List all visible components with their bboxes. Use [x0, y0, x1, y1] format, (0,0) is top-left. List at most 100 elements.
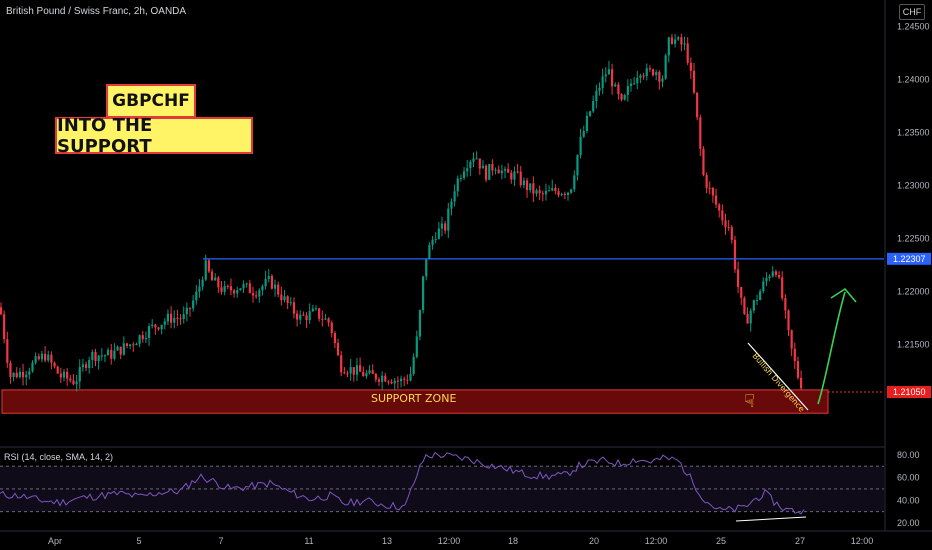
candle-body: [129, 344, 132, 347]
candle-body: [784, 298, 787, 311]
candle-body: [242, 284, 245, 289]
candle-body: [365, 373, 368, 377]
candle-body: [648, 68, 651, 70]
candle-body: [182, 314, 185, 319]
candle-layer: [0, 33, 803, 392]
candle-body: [494, 169, 497, 171]
time-tick-label: 27: [795, 536, 805, 546]
rsi-tick-label: 80.00: [897, 450, 920, 460]
candle-body: [377, 379, 381, 382]
price-tick-label: 1.24000: [897, 74, 930, 84]
candle-body: [251, 293, 255, 296]
price-tag-label: 1.22307: [893, 254, 926, 264]
candle-body: [75, 381, 78, 385]
candle-body: [485, 165, 488, 180]
candle-body: [135, 343, 138, 346]
candle-body: [418, 310, 422, 337]
candle-body: [642, 75, 645, 77]
candle-body: [138, 335, 141, 344]
candle-body: [683, 43, 686, 45]
candle-body: [302, 314, 305, 316]
candle-body: [434, 238, 437, 240]
candle-body: [601, 76, 604, 88]
candle-body: [66, 371, 69, 379]
candle-body: [576, 155, 579, 176]
candle-body: [592, 101, 595, 112]
candle-body: [519, 171, 522, 186]
candle-body: [598, 87, 601, 91]
support-zone-label: SUPPORT ZONE: [371, 392, 457, 405]
candle-body: [362, 371, 365, 377]
candle-body: [236, 290, 239, 294]
candle-body: [557, 191, 560, 196]
candle-body: [157, 327, 160, 330]
candle-body: [374, 373, 377, 380]
candle-body: [327, 318, 330, 323]
title-box-subtitle: INTO THE SUPPORT: [55, 115, 253, 157]
candle-body: [305, 315, 308, 321]
candle-body: [488, 163, 491, 180]
time-axis-layer: Apr 5 7 11 13 12:00 18 20 12:00 25 27 12:00: [0, 530, 932, 546]
candle-body: [611, 69, 614, 87]
candle-body: [491, 163, 494, 171]
candle-body: [566, 192, 570, 195]
candle-body: [582, 131, 585, 137]
candle-body: [318, 308, 321, 319]
candle-body: [97, 355, 100, 362]
candle-body: [664, 55, 667, 79]
candle-body: [705, 174, 708, 188]
candle-body: [743, 297, 746, 314]
candle-body: [113, 350, 116, 359]
candle-body: [535, 190, 538, 194]
candle-body: [147, 326, 151, 338]
candle-body: [790, 330, 793, 349]
candle-body: [245, 283, 248, 285]
candle-body: [525, 180, 529, 191]
price-tag-bg: [887, 252, 931, 265]
price-tick-label: 1.23000: [897, 180, 930, 190]
symbol-title: British Pound / Swiss Franc, 2h, OANDA: [6, 6, 187, 17]
rsi-band: [0, 466, 884, 512]
candle-body: [721, 210, 724, 221]
candle-body: [585, 115, 588, 132]
candle-body: [223, 285, 226, 292]
candle-body: [497, 169, 500, 174]
candle-body: [399, 378, 403, 382]
candle-body: [661, 78, 664, 82]
candle-body: [201, 279, 204, 287]
candle-body: [425, 259, 428, 277]
candle-body: [617, 84, 620, 95]
candle-body: [551, 188, 554, 191]
candle-body: [444, 223, 447, 231]
support-zone-layer: [1, 389, 884, 414]
candle-body: [475, 158, 478, 160]
candle-body: [765, 278, 768, 282]
candle-body: [774, 271, 777, 275]
candle-body: [516, 171, 519, 173]
candle-body: [72, 380, 75, 385]
candle-body: [403, 378, 406, 380]
candle-body: [428, 245, 431, 260]
candle-body: [579, 136, 582, 156]
rsi-line: [0, 451, 805, 515]
candle-body: [714, 195, 718, 205]
candle-body: [730, 227, 733, 240]
candle-body: [53, 362, 56, 367]
candle-body: [270, 275, 273, 289]
candle-body: [573, 175, 576, 190]
candle-body: [507, 169, 510, 173]
candle-body: [264, 278, 267, 287]
candle-body: [163, 321, 166, 325]
rsi-tick-label: 60.00: [897, 473, 920, 483]
candle-body: [607, 69, 611, 75]
candle-body: [768, 276, 771, 279]
candle-body: [122, 343, 125, 355]
candle-body: [727, 226, 730, 228]
currency-badge[interactable]: CHF: [899, 4, 925, 20]
candle-body: [749, 310, 752, 324]
candle-body: [412, 356, 415, 374]
rsi-label: RSI (14, close, SMA, 14, 2): [4, 452, 114, 462]
candle-body: [544, 190, 548, 195]
candle-body: [0, 307, 3, 315]
time-tick-label: 11: [304, 536, 313, 546]
